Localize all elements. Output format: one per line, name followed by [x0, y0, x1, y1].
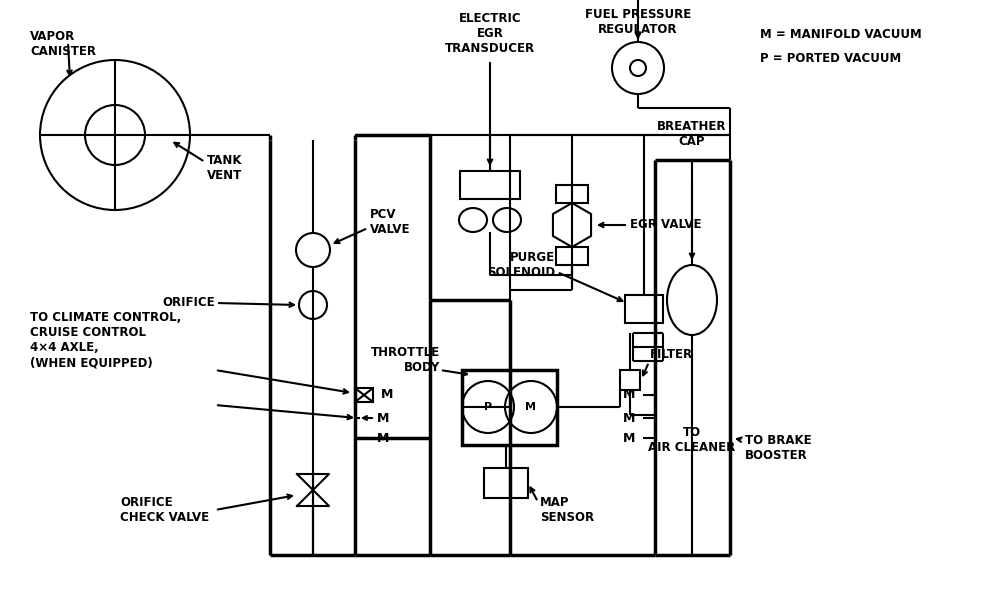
- Text: M: M: [377, 431, 389, 445]
- Text: ORIFICE: ORIFICE: [162, 297, 215, 309]
- Bar: [460, 171, 520, 199]
- Bar: [625, 295, 663, 323]
- Text: VAPOR
CANISTER: VAPOR CANISTER: [30, 30, 96, 58]
- Text: THROTTLE
BODY: THROTTLE BODY: [371, 346, 440, 374]
- Bar: [556, 185, 588, 203]
- Text: ORIFICE
CHECK VALVE: ORIFICE CHECK VALVE: [120, 496, 209, 524]
- Text: M: M: [623, 388, 635, 402]
- Text: P: P: [484, 402, 492, 412]
- Text: M: M: [381, 388, 393, 402]
- Text: ELECTRIC
EGR
TRANSDUCER: ELECTRIC EGR TRANSDUCER: [445, 12, 535, 55]
- Text: TO CLIMATE CONTROL,
CRUISE CONTROL
4×4 AXLE,
(WHEN EQUIPPED): TO CLIMATE CONTROL, CRUISE CONTROL 4×4 A…: [30, 311, 181, 369]
- Text: PURGE
SOLENOID: PURGE SOLENOID: [487, 251, 555, 279]
- Text: FUEL PRESSURE
REGULATOR: FUEL PRESSURE REGULATOR: [585, 8, 691, 36]
- Text: FILTER: FILTER: [650, 349, 693, 362]
- Text: M = MANIFOLD VACUUM: M = MANIFOLD VACUUM: [760, 28, 922, 41]
- Text: BREATHER
CAP: BREATHER CAP: [657, 120, 727, 148]
- Text: TO
AIR CLEANER: TO AIR CLEANER: [648, 426, 736, 454]
- Bar: [462, 370, 557, 445]
- Text: TANK
VENT: TANK VENT: [207, 154, 242, 182]
- Text: M: M: [377, 411, 389, 425]
- Text: MAP
SENSOR: MAP SENSOR: [540, 496, 594, 524]
- Bar: [355, 388, 373, 402]
- Bar: [556, 247, 588, 265]
- Bar: [620, 370, 640, 390]
- Text: M: M: [526, 402, 536, 412]
- Text: EGR VALVE: EGR VALVE: [630, 219, 702, 231]
- Text: M: M: [623, 431, 635, 445]
- Text: PCV
VALVE: PCV VALVE: [370, 208, 411, 236]
- Text: P = PORTED VACUUM: P = PORTED VACUUM: [760, 52, 901, 65]
- Text: TO BRAKE
BOOSTER: TO BRAKE BOOSTER: [745, 434, 812, 462]
- Text: M: M: [623, 411, 635, 425]
- Bar: [484, 468, 528, 498]
